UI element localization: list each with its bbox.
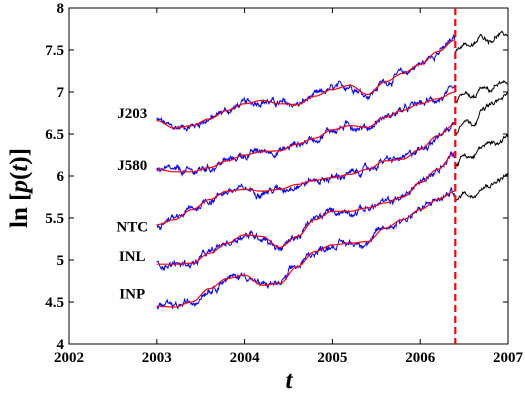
- fit-line-inl: [156, 151, 456, 265]
- data-line-inl: [156, 151, 456, 272]
- x-axis-label: t: [286, 367, 294, 393]
- fit-line-inp: [156, 190, 456, 308]
- y-axis-label: ln [p(t)]: [6, 148, 33, 228]
- x-tick-label: 2004: [230, 350, 261, 366]
- series-label-j203: J203: [117, 106, 147, 122]
- x-tick-label: 2007: [493, 350, 524, 366]
- y-tick-label: 7.5: [45, 43, 64, 59]
- data-line-j203: [156, 33, 456, 132]
- prediction-line-j203: [454, 30, 508, 54]
- y-tick-label: 5.5: [45, 211, 64, 227]
- plot-frame: [68, 7, 509, 345]
- plot-area: 2002 2003 2004 2005 2006 2007 4 4.5 5 5.5 6 6.5 7 7.5…: [45, 1, 523, 366]
- y-tick-label: 6: [57, 169, 65, 185]
- series-label-inl: INL: [119, 249, 146, 265]
- fit-line-j580: [156, 91, 456, 173]
- y-tick-label: 6.5: [45, 127, 64, 143]
- y-tick-label: 7: [57, 85, 65, 101]
- series-label-inp: INP: [119, 287, 145, 303]
- fit-line-ntc: [156, 123, 456, 226]
- y-tick-label: 8: [57, 1, 65, 17]
- x-tick-label: 2006: [405, 350, 436, 366]
- x-tick-label: 2003: [142, 350, 172, 366]
- series-label-j580: J580: [117, 158, 147, 174]
- x-tick-label: 2002: [54, 350, 84, 366]
- prediction-line-inp: [455, 172, 508, 203]
- fit-line-j203: [156, 39, 456, 129]
- data-line-ntc: [156, 121, 456, 231]
- y-tick-label: 4.5: [45, 295, 64, 311]
- series-label-ntc: NTC: [116, 219, 148, 235]
- prediction-line-inl: [454, 134, 508, 168]
- y-tick-label: 4: [57, 337, 65, 353]
- y-tick-label: 5: [57, 253, 65, 269]
- data-line-j580: [156, 84, 456, 177]
- prediction-line-ntc: [454, 92, 508, 136]
- prediction-line-j580: [455, 80, 508, 104]
- x-tick-label: 2005: [317, 350, 347, 366]
